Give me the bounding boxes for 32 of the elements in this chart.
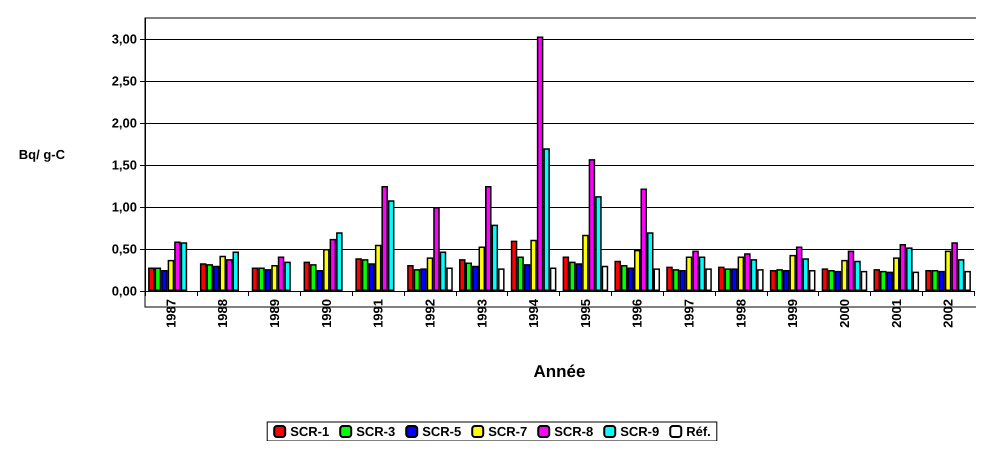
legend-label: Réf. [686, 424, 711, 439]
legend-label: SCR-5 [422, 424, 462, 439]
x-axis-title: Année [534, 362, 586, 381]
x-tick-label: 1991 [370, 299, 386, 328]
x-tick-label: 1998 [733, 299, 748, 328]
x-tick-label: 2002 [940, 299, 956, 328]
legend-label: SCR-8 [554, 424, 594, 439]
y-axis-title: Bq/ g-C [18, 147, 66, 162]
y-tick-label: 2,50 [112, 74, 137, 88]
x-tick-label: 1995 [578, 299, 593, 328]
x-tick-label: 1989 [267, 299, 282, 328]
x-tick-label: 2000 [836, 299, 852, 328]
y-tick-label: 0,50 [112, 242, 137, 256]
x-tick-label: 1990 [318, 299, 334, 328]
x-tick-label: 1997 [682, 299, 697, 328]
legend-label: SCR-7 [488, 424, 528, 439]
x-tick-label: 1988 [215, 299, 230, 328]
legend-label: SCR-1 [290, 424, 330, 439]
x-tick-label: 2001 [888, 299, 904, 328]
x-tick-label: 1999 [785, 299, 800, 328]
legend-label: SCR-9 [620, 424, 660, 439]
x-tick-label: 1992 [422, 299, 438, 328]
y-tick-label: 0,00 [112, 284, 137, 298]
x-tick-label: 1987 [163, 299, 178, 328]
y-tick-label: 3,00 [112, 32, 137, 46]
y-tick-label: 2,00 [112, 116, 137, 130]
y-tick-label: 1,50 [112, 158, 137, 172]
y-tick-label: 1,00 [112, 200, 137, 214]
legend-label: SCR-3 [356, 424, 396, 439]
x-tick-label: 1994 [526, 298, 542, 328]
x-tick-label: 1996 [630, 299, 645, 328]
x-tick-label: 1993 [474, 299, 490, 328]
